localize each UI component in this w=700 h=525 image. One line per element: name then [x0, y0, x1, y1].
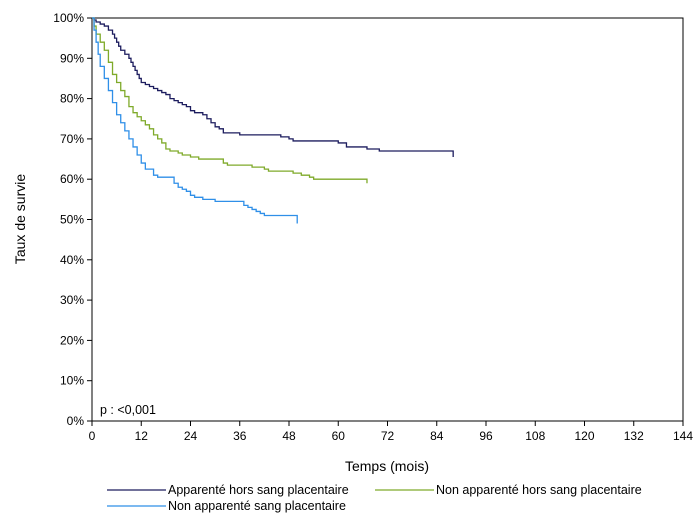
x-tick-label-36: 36 — [233, 429, 247, 443]
y-tick-label-20: 20% — [60, 333, 84, 347]
series-line-3 — [92, 17, 298, 224]
x-axis: 0 12 24 36 48 60 72 84 96 108 120 132 144 — [89, 421, 693, 443]
x-axis-title: Temps (mois) — [345, 458, 429, 474]
x-tick-label-72: 72 — [381, 429, 395, 443]
x-tick-label-144: 144 — [673, 429, 693, 443]
y-tick-label-80: 80% — [60, 92, 84, 106]
series-layer — [92, 17, 454, 224]
series-line-1 — [92, 17, 454, 158]
x-tick-label-120: 120 — [574, 429, 594, 443]
y-tick-label-50: 50% — [60, 213, 84, 227]
y-tick-label-70: 70% — [60, 132, 84, 146]
y-axis: 0% 10% 20% 30% 40% 50% 60% 70% 80% 90% 100% — [53, 11, 92, 428]
y-tick-label-40: 40% — [60, 253, 84, 267]
y-axis-title: Taux de survie — [12, 174, 28, 264]
x-tick-label-0: 0 — [89, 429, 96, 443]
series-line-2 — [92, 17, 368, 184]
p-value-annotation: p : <0,001 — [100, 403, 156, 417]
legend-label-non-apparente-hors-sp: Non apparenté hors sang placentaire — [436, 483, 642, 497]
x-tick-label-24: 24 — [184, 429, 198, 443]
y-tick-label-60: 60% — [60, 172, 84, 186]
x-tick-label-84: 84 — [430, 429, 444, 443]
legend-label-apparente: Apparenté hors sang placentaire — [168, 483, 349, 497]
x-tick-label-48: 48 — [282, 429, 296, 443]
y-tick-label-10: 10% — [60, 374, 84, 388]
x-tick-label-108: 108 — [525, 429, 545, 443]
y-tick-label-100: 100% — [53, 11, 84, 25]
plot-frame — [91, 17, 684, 422]
x-tick-label-60: 60 — [332, 429, 346, 443]
x-tick-label-12: 12 — [135, 429, 149, 443]
y-tick-label-90: 90% — [60, 51, 84, 65]
y-tick-label-30: 30% — [60, 293, 84, 307]
legend-label-non-apparente-sp: Non apparenté sang placentaire — [168, 499, 346, 513]
legend: Apparenté hors sang placentaire Non appa… — [107, 483, 642, 513]
y-tick-label-0: 0% — [67, 414, 85, 428]
x-tick-label-132: 132 — [624, 429, 644, 443]
x-tick-label-96: 96 — [479, 429, 493, 443]
